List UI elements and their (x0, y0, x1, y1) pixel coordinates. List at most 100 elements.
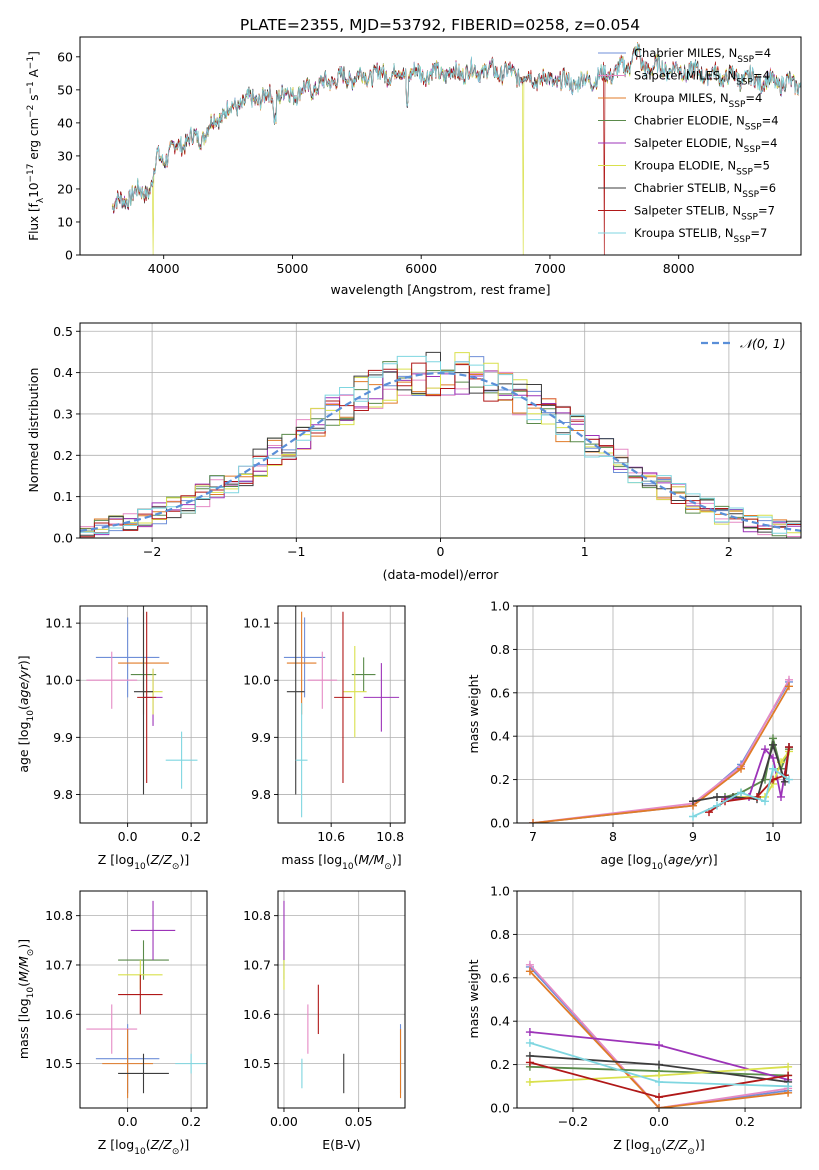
label-part: =5 (753, 159, 770, 173)
label-part: 10 (652, 862, 664, 872)
series-marker (785, 775, 793, 784)
x-tick-label: 0.2 (181, 1114, 201, 1129)
label-part: =7 (758, 204, 775, 218)
label-part: =4 (754, 46, 771, 60)
label-part: SSP (745, 123, 762, 133)
label-part: 10 (26, 987, 36, 999)
label-part: M/M (16, 956, 31, 982)
legend-label: Chabrier ELODIE, NSSP=4 (634, 114, 779, 133)
series-marker (769, 753, 777, 762)
y-tick-label: 10.8 (45, 908, 73, 923)
series-marker (655, 1041, 663, 1050)
series-marker (769, 740, 777, 749)
x-tick-label: −1 (287, 544, 305, 559)
y-tick-label: 10.8 (243, 908, 271, 923)
series-line (532, 685, 790, 823)
label-part: mass [log (281, 852, 342, 867)
y-tick-label: 9.8 (53, 787, 73, 802)
label-part: Flux [f (27, 202, 41, 240)
legend-label: Chabrier STELIB, NSSP=6 (634, 181, 776, 200)
label-part: SSP (736, 78, 753, 88)
label-part: −1 (26, 81, 36, 94)
x-tick-label: 0.05 (345, 1114, 373, 1129)
label-part: )] (695, 1137, 705, 1152)
y-tick-label: 10.1 (243, 616, 271, 631)
label-part: ] (27, 51, 41, 56)
y-tick-label: 40 (57, 115, 73, 130)
y-tick-label: 0.4 (53, 365, 73, 380)
series-marker (777, 792, 785, 801)
label-part: )] (708, 852, 718, 867)
label-part: A (27, 68, 41, 81)
label-part: s (27, 95, 41, 105)
label-part: ⊙ (172, 862, 180, 872)
series-marker (784, 1071, 793, 1080)
label-part: ⊙ (26, 949, 36, 957)
x-tick-label: 4000 (148, 261, 180, 276)
label-part: 10 (342, 862, 354, 872)
label-part: ( (354, 852, 359, 867)
series-marker (655, 1060, 663, 1069)
axes-frame (79, 36, 802, 256)
series-marker (737, 788, 745, 797)
series-marker (689, 812, 697, 821)
label-part: )] (179, 852, 189, 867)
label-part: M/M (359, 852, 385, 867)
label-part: 10 (26, 710, 36, 722)
series-marker (737, 764, 745, 773)
histogram-step (80, 355, 801, 538)
x-tick-label: 7000 (534, 261, 566, 276)
y-tick-label: 10.5 (45, 1056, 73, 1071)
series-marker (525, 967, 534, 976)
legend-label: Salpeter MILES, NSSP=4 (634, 69, 770, 88)
x-tick-label: 0.00 (270, 1114, 298, 1129)
y-axis-label: age [log10(age/yr)] (16, 655, 36, 772)
label-part: erg cm (27, 118, 41, 164)
label-part: Kroupa ELODIE, N (634, 159, 736, 173)
series-marker (525, 1058, 534, 1067)
y-axis-label: mass weight (466, 959, 481, 1038)
x-axis-label: age [log10(age/yr)] (600, 852, 717, 872)
axes-frame (277, 890, 406, 1109)
label-part: Z/Z (665, 1137, 688, 1152)
label-part: Salpeter ELODIE, N (634, 136, 744, 150)
legend-label: Kroupa ELODIE, NSSP=5 (634, 159, 770, 178)
label-part: 10 (650, 1147, 662, 1157)
x-tick-label: 8 (609, 829, 617, 844)
label-part: SSP (737, 55, 754, 65)
label-part: −2 (26, 105, 36, 118)
label-part: 10 (134, 1147, 146, 1157)
series-marker (689, 797, 697, 806)
series-marker (761, 745, 769, 754)
label-part: λ (36, 197, 46, 203)
series-marker (525, 1038, 534, 1047)
x-tick-label: 0 (437, 544, 445, 559)
x-tick-label: 5000 (277, 261, 309, 276)
x-axis-label: (data-model)/error (383, 567, 500, 582)
label-part: Chabrier ELODIE, N (634, 114, 745, 128)
y-tick-label: 10.5 (243, 1056, 271, 1071)
y-tick-label: 1.0 (490, 599, 510, 614)
label-part: ⊙ (384, 862, 392, 872)
label-part: =4 (745, 91, 762, 105)
x-tick-label: 0.0 (118, 829, 138, 844)
y-tick-label: 10.6 (243, 1007, 271, 1022)
x-tick-label: 0.2 (181, 829, 201, 844)
axes-frame (516, 605, 802, 824)
panel-mass-Z: 0.0 0.210.510.610.710.8Z [log10(Z/Z⊙)]mas… (16, 890, 208, 1157)
panel-age-mass: 10.6 10.8 9.8 9.9 10.0 10.1 mass [log10(M/M⊙)] (243, 605, 406, 872)
y-tick-label: 0.6 (490, 970, 510, 985)
plot-area (86, 900, 207, 1099)
series-marker (529, 819, 537, 823)
x-tick-label: 6000 (405, 261, 437, 276)
plot-area (525, 960, 793, 1108)
plot-area (529, 675, 793, 823)
panel-mass-ebv: 0.00 0.05 10.5 10.6 10.7 10.8 E(B-V) (243, 890, 406, 1152)
label-part: −17 (26, 164, 36, 183)
y-tick-label: 10.0 (45, 673, 73, 688)
label-part: ( (146, 852, 151, 867)
label-part: 10 (134, 862, 146, 872)
x-tick-label: 0.2 (735, 1114, 755, 1129)
series-line (529, 970, 789, 1108)
